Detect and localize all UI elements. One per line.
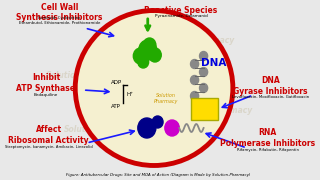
Circle shape (190, 60, 199, 69)
Text: Solution: Solution (156, 93, 176, 98)
Text: Streptomycin, kanamycin, Amikacin, Linezolid: Streptomycin, kanamycin, Amikacin, Linez… (5, 145, 92, 149)
Text: Figure: Antitubercular Drugs: Site and MOA of Action (Diagram is Made by Solutio: Figure: Antitubercular Drugs: Site and M… (66, 173, 251, 177)
Text: ATP: ATP (111, 103, 121, 109)
Text: Cell Wall
Synthesis Inhibitors: Cell Wall Synthesis Inhibitors (16, 3, 103, 22)
Ellipse shape (75, 10, 233, 165)
Circle shape (165, 120, 179, 136)
Circle shape (143, 38, 156, 52)
Circle shape (200, 51, 208, 60)
Text: H⁺: H⁺ (126, 91, 133, 96)
Text: Levofloxacin, Moxifloxacin, Gatifloxacin: Levofloxacin, Moxifloxacin, Gatifloxacin (232, 95, 309, 99)
Circle shape (200, 84, 208, 93)
Circle shape (148, 48, 161, 62)
Circle shape (200, 100, 208, 109)
Circle shape (139, 40, 157, 60)
Text: DNA: DNA (201, 58, 226, 68)
Text: RNA
Polymerase Inhibitors: RNA Polymerase Inhibitors (220, 128, 315, 148)
Text: Pyrazinamide, Delamanid: Pyrazinamide, Delamanid (155, 14, 207, 18)
Text: ADP: ADP (111, 80, 122, 84)
Text: Solution-Pharmacy: Solution-Pharmacy (113, 125, 195, 134)
Circle shape (200, 68, 208, 76)
Text: Isoniazid, Cycloserine
Ethambutol, Ethionamide, Prothionamide: Isoniazid, Cycloserine Ethambutol, Ethio… (19, 16, 100, 25)
Text: Rifamycin, Rifabutin, Rifapentin: Rifamycin, Rifabutin, Rifapentin (236, 148, 299, 152)
Text: Affect
Ribosomal Activity: Affect Ribosomal Activity (8, 125, 89, 145)
Circle shape (190, 75, 199, 84)
Text: Inhibit
ATP Synthase: Inhibit ATP Synthase (16, 73, 76, 93)
Text: Solution-Pharmacy: Solution-Pharmacy (172, 105, 253, 114)
Circle shape (152, 116, 163, 128)
Text: Pharmacy: Pharmacy (154, 98, 178, 104)
Text: Solution-Pharmacy: Solution-Pharmacy (64, 125, 145, 134)
Text: Reactive Species: Reactive Species (144, 6, 218, 15)
Text: Solution-Pharmacy: Solution-Pharmacy (154, 35, 235, 44)
Text: Solution-Pharmacy: Solution-Pharmacy (46, 71, 127, 80)
Circle shape (138, 118, 156, 138)
Circle shape (190, 91, 199, 100)
Text: DNA
Gyrase Inhibitors: DNA Gyrase Inhibitors (233, 76, 308, 96)
FancyBboxPatch shape (191, 98, 218, 120)
Circle shape (133, 48, 148, 64)
Text: Bedaquiline: Bedaquiline (34, 93, 58, 97)
Circle shape (138, 56, 148, 68)
